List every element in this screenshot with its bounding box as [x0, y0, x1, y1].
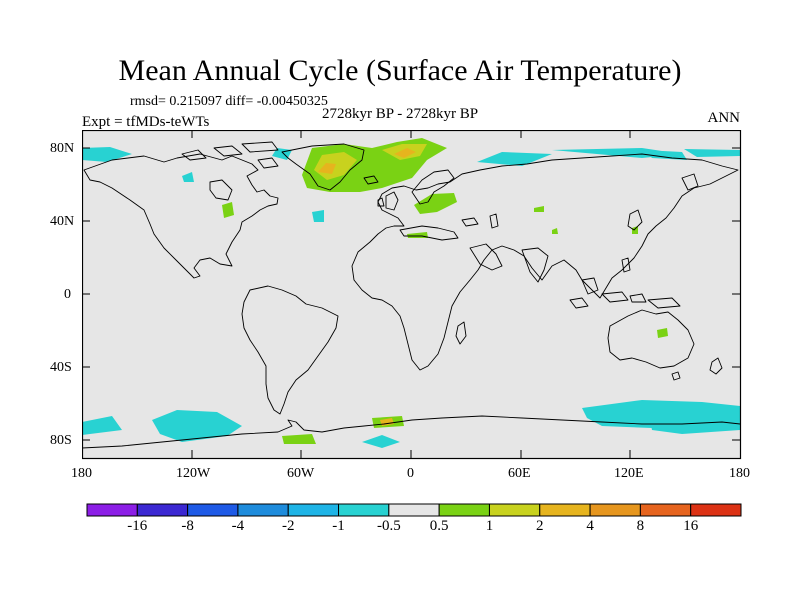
colorbar-label: -0.5	[376, 518, 401, 534]
coast-greenland	[281, 143, 365, 191]
coast-arabia-india	[469, 243, 549, 283]
colorbar-swatch	[187, 503, 239, 517]
colorbar-swatch	[338, 503, 390, 517]
coast-nz-tasmania	[671, 357, 723, 381]
coast-eurasia-africa	[351, 153, 739, 371]
coast-madagascar	[455, 321, 467, 345]
coast-arctic-islands	[181, 141, 279, 169]
lon-tick-120e: 120E	[614, 466, 644, 481]
lat-tick-80n: 80N	[50, 141, 75, 156]
lon-tick-60e: 60E	[508, 466, 531, 481]
coast-north-america	[83, 153, 279, 279]
coast-south-america	[241, 285, 339, 415]
axis-ticks	[82, 130, 740, 458]
colorbar-swatch	[589, 503, 641, 517]
colorbar-label: 1	[485, 518, 494, 534]
lat-tick-40n: 40N	[50, 214, 75, 229]
colorbar-label: 4	[586, 518, 594, 534]
lon-tick-60w: 60W	[287, 466, 315, 481]
coast-hudson-bay	[209, 179, 233, 201]
colorbar-label: 2	[536, 518, 544, 534]
colorbar-swatch	[388, 503, 440, 517]
coast-japan	[621, 173, 699, 273]
colorbar-swatch	[639, 503, 692, 517]
lat-tick-80s: 80S	[50, 433, 72, 448]
lat-tick-0: 0	[64, 287, 71, 302]
colorbar-swatch	[539, 503, 591, 517]
coast-iceland	[363, 175, 379, 185]
coastlines	[82, 141, 741, 449]
coast-inland-seas	[399, 213, 499, 241]
anomaly-fill	[82, 138, 740, 448]
lon-tick-180w: 180	[71, 466, 92, 481]
greatlakes-green-anomaly	[222, 202, 234, 218]
plot-title: Mean Annual Cycle (Surface Air Temperatu…	[118, 54, 682, 87]
arctic-cyan-anomaly	[82, 147, 740, 166]
colorbar-label: 8	[636, 518, 645, 534]
coast-indonesia	[569, 277, 681, 309]
colorbar-swatch	[690, 503, 742, 517]
colorbar-label: 16	[683, 518, 699, 534]
colorbar-label: -16	[127, 518, 148, 534]
experiment-label: Expt = tfMDs-teWTs	[82, 114, 210, 130]
colorbar-swatch	[488, 503, 541, 517]
colorbar-label: -2	[281, 518, 295, 534]
colorbar-swatch	[438, 503, 490, 517]
colorbar-label: -8	[181, 518, 194, 534]
period-label: 2728kyr BP - 2728kyr BP	[322, 106, 479, 122]
colorbar-label: -4	[231, 518, 245, 534]
lon-tick-0: 0	[407, 466, 414, 481]
lon-tick-180e: 180	[729, 466, 750, 481]
antarctic-green-anomaly	[282, 416, 404, 444]
scandinavia-green-anomaly	[414, 193, 457, 214]
colorbar-swatch	[237, 503, 289, 517]
colorbar-swatch	[287, 503, 340, 517]
colorbar-label: -1	[332, 518, 345, 534]
stats-text: rmsd= 0.215097 diff= -0.00450325	[130, 94, 328, 109]
coast-antarctica	[82, 415, 741, 449]
coast-scandinavia	[411, 169, 455, 205]
lon-tick-120w: 120W	[176, 466, 211, 481]
coast-australia	[607, 309, 695, 369]
colorbar-swatch	[86, 503, 138, 517]
map-panel	[82, 130, 742, 460]
coast-british-isles	[377, 191, 399, 211]
colorbar-label: 0.5	[429, 518, 449, 534]
southern-ocean-cyan	[82, 400, 740, 448]
greenland-orange-anomaly	[318, 148, 416, 174]
lat-tick-40s: 40S	[50, 360, 72, 375]
colorbar	[86, 503, 742, 517]
colorbar-swatch	[136, 503, 189, 517]
season-label: ANN	[707, 110, 741, 126]
